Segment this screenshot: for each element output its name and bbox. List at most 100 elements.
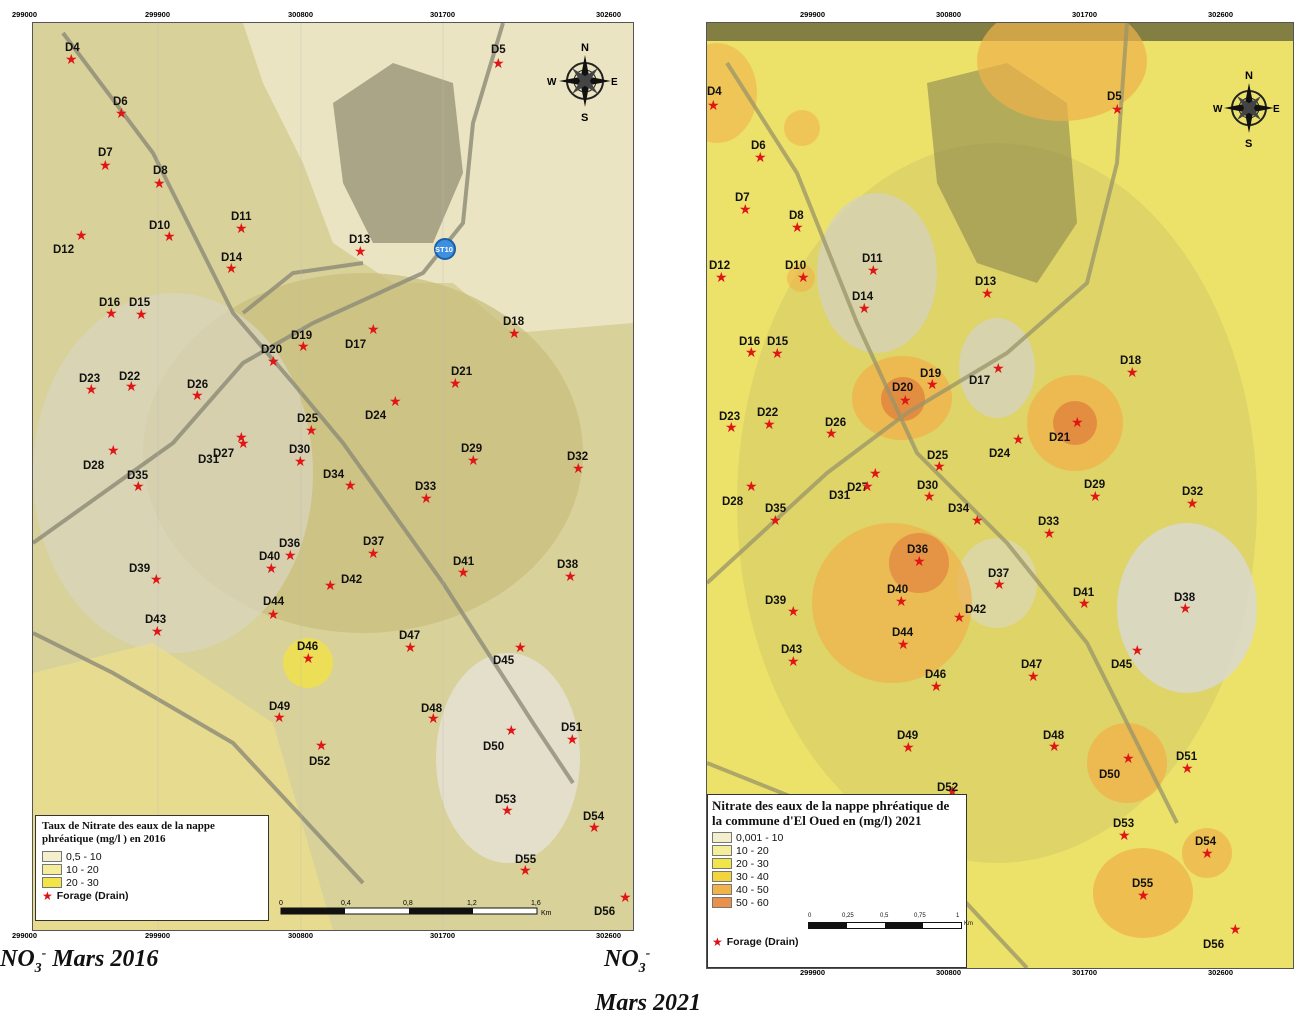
drain-star-icon[interactable]: ★ [519,862,532,878]
drain-star-icon[interactable]: ★ [897,636,910,652]
drain-star-icon[interactable]: ★ [1078,595,1091,611]
drain-star-icon[interactable]: ★ [305,422,318,438]
drain-star-icon[interactable]: ★ [514,639,527,655]
drain-star-icon[interactable]: ★ [1137,887,1150,903]
drain-star-icon[interactable]: ★ [763,416,776,432]
drain-star-icon[interactable]: ★ [707,97,720,113]
drain-star-icon[interactable]: ★ [899,392,912,408]
drain-star-icon[interactable]: ★ [389,393,402,409]
drain-star-icon[interactable]: ★ [65,51,78,67]
drain-star-icon[interactable]: ★ [992,360,1005,376]
drain-star-icon[interactable]: ★ [1229,921,1242,937]
drain-star-icon[interactable]: ★ [150,571,163,587]
drain-star-icon[interactable]: ★ [1012,431,1025,447]
station-st10[interactable]: ST10 [434,238,456,260]
drain-star-icon[interactable]: ★ [869,465,882,481]
drain-star-icon[interactable]: ★ [913,553,926,569]
drain-star-icon[interactable]: ★ [153,175,166,191]
drain-star-icon[interactable]: ★ [1043,525,1056,541]
drain-star-icon[interactable]: ★ [745,344,758,360]
drain-star-icon[interactable]: ★ [404,639,417,655]
drain-star-icon[interactable]: ★ [1201,845,1214,861]
drain-star-icon[interactable]: ★ [302,650,315,666]
drain-star-icon[interactable]: ★ [1071,414,1084,430]
drain-star-icon[interactable]: ★ [354,243,367,259]
drain-star-icon[interactable]: ★ [1126,364,1139,380]
drain-star-icon[interactable]: ★ [163,228,176,244]
drain-star-icon[interactable]: ★ [739,201,752,217]
drain-star-icon[interactable]: ★ [566,731,579,747]
drain-star-icon[interactable]: ★ [923,488,936,504]
drain-star-icon[interactable]: ★ [1181,760,1194,776]
drain-star-icon[interactable]: ★ [99,157,112,173]
drain-star-icon[interactable]: ★ [745,478,758,494]
drain-star-icon[interactable]: ★ [115,105,128,121]
drain-star-icon[interactable]: ★ [725,419,738,435]
drain-star-icon[interactable]: ★ [1186,495,1199,511]
drain-star-icon[interactable]: ★ [508,325,521,341]
drain-star-icon[interactable]: ★ [769,512,782,528]
drain-star-icon[interactable]: ★ [85,381,98,397]
drain-star-icon[interactable]: ★ [981,285,994,301]
drain-star-icon[interactable]: ★ [787,653,800,669]
drain-star-icon[interactable]: ★ [107,442,120,458]
drain-star-icon[interactable]: ★ [1111,101,1124,117]
drain-star-icon[interactable]: ★ [237,435,250,451]
drain-star-icon[interactable]: ★ [427,710,440,726]
drain-star-icon[interactable]: ★ [492,55,505,71]
drain-star-icon[interactable]: ★ [125,378,138,394]
drain-star-icon[interactable]: ★ [715,269,728,285]
drain-star-icon[interactable]: ★ [993,576,1006,592]
drain-star-icon[interactable]: ★ [572,460,585,476]
drain-star-icon[interactable]: ★ [754,149,767,165]
drain-star-icon[interactable]: ★ [315,737,328,753]
drain-star-icon[interactable]: ★ [1131,642,1144,658]
drain-star-icon[interactable]: ★ [467,452,480,468]
drain-star-icon[interactable]: ★ [930,678,943,694]
drain-star-icon[interactable]: ★ [324,577,337,593]
drain-star-icon[interactable]: ★ [367,545,380,561]
drain-star-icon[interactable]: ★ [619,889,632,905]
drain-star-icon[interactable]: ★ [294,453,307,469]
drain-star-icon[interactable]: ★ [858,300,871,316]
drain-star-icon[interactable]: ★ [867,262,880,278]
drain-star-icon[interactable]: ★ [926,376,939,392]
drain-star-icon[interactable]: ★ [191,387,204,403]
drain-star-icon[interactable]: ★ [420,490,433,506]
drain-star-icon[interactable]: ★ [132,478,145,494]
drain-star-icon[interactable]: ★ [235,220,248,236]
drain-star-icon[interactable]: ★ [284,547,297,563]
drain-star-icon[interactable]: ★ [267,353,280,369]
drain-star-icon[interactable]: ★ [75,227,88,243]
drain-star-icon[interactable]: ★ [457,564,470,580]
drain-star-icon[interactable]: ★ [895,593,908,609]
drain-star-icon[interactable]: ★ [787,603,800,619]
drain-star-icon[interactable]: ★ [791,219,804,235]
drain-star-icon[interactable]: ★ [135,306,148,322]
drain-star-icon[interactable]: ★ [235,429,248,445]
drain-star-icon[interactable]: ★ [564,568,577,584]
drain-star-icon[interactable]: ★ [267,606,280,622]
drain-star-icon[interactable]: ★ [1118,827,1131,843]
drain-star-icon[interactable]: ★ [861,478,874,494]
drain-star-icon[interactable]: ★ [501,802,514,818]
drain-star-icon[interactable]: ★ [297,338,310,354]
drain-star-icon[interactable]: ★ [1048,738,1061,754]
drain-star-icon[interactable]: ★ [771,345,784,361]
drain-star-icon[interactable]: ★ [449,375,462,391]
drain-star-icon[interactable]: ★ [105,305,118,321]
drain-star-icon[interactable]: ★ [344,477,357,493]
drain-star-icon[interactable]: ★ [151,623,164,639]
drain-star-icon[interactable]: ★ [1122,750,1135,766]
drain-star-icon[interactable]: ★ [825,425,838,441]
drain-star-icon[interactable]: ★ [797,269,810,285]
drain-star-icon[interactable]: ★ [902,739,915,755]
drain-star-icon[interactable]: ★ [953,609,966,625]
drain-star-icon[interactable]: ★ [367,321,380,337]
drain-star-icon[interactable]: ★ [971,512,984,528]
drain-star-icon[interactable]: ★ [273,709,286,725]
drain-star-icon[interactable]: ★ [1027,668,1040,684]
drain-star-icon[interactable]: ★ [588,819,601,835]
drain-star-icon[interactable]: ★ [933,458,946,474]
drain-star-icon[interactable]: ★ [225,260,238,276]
